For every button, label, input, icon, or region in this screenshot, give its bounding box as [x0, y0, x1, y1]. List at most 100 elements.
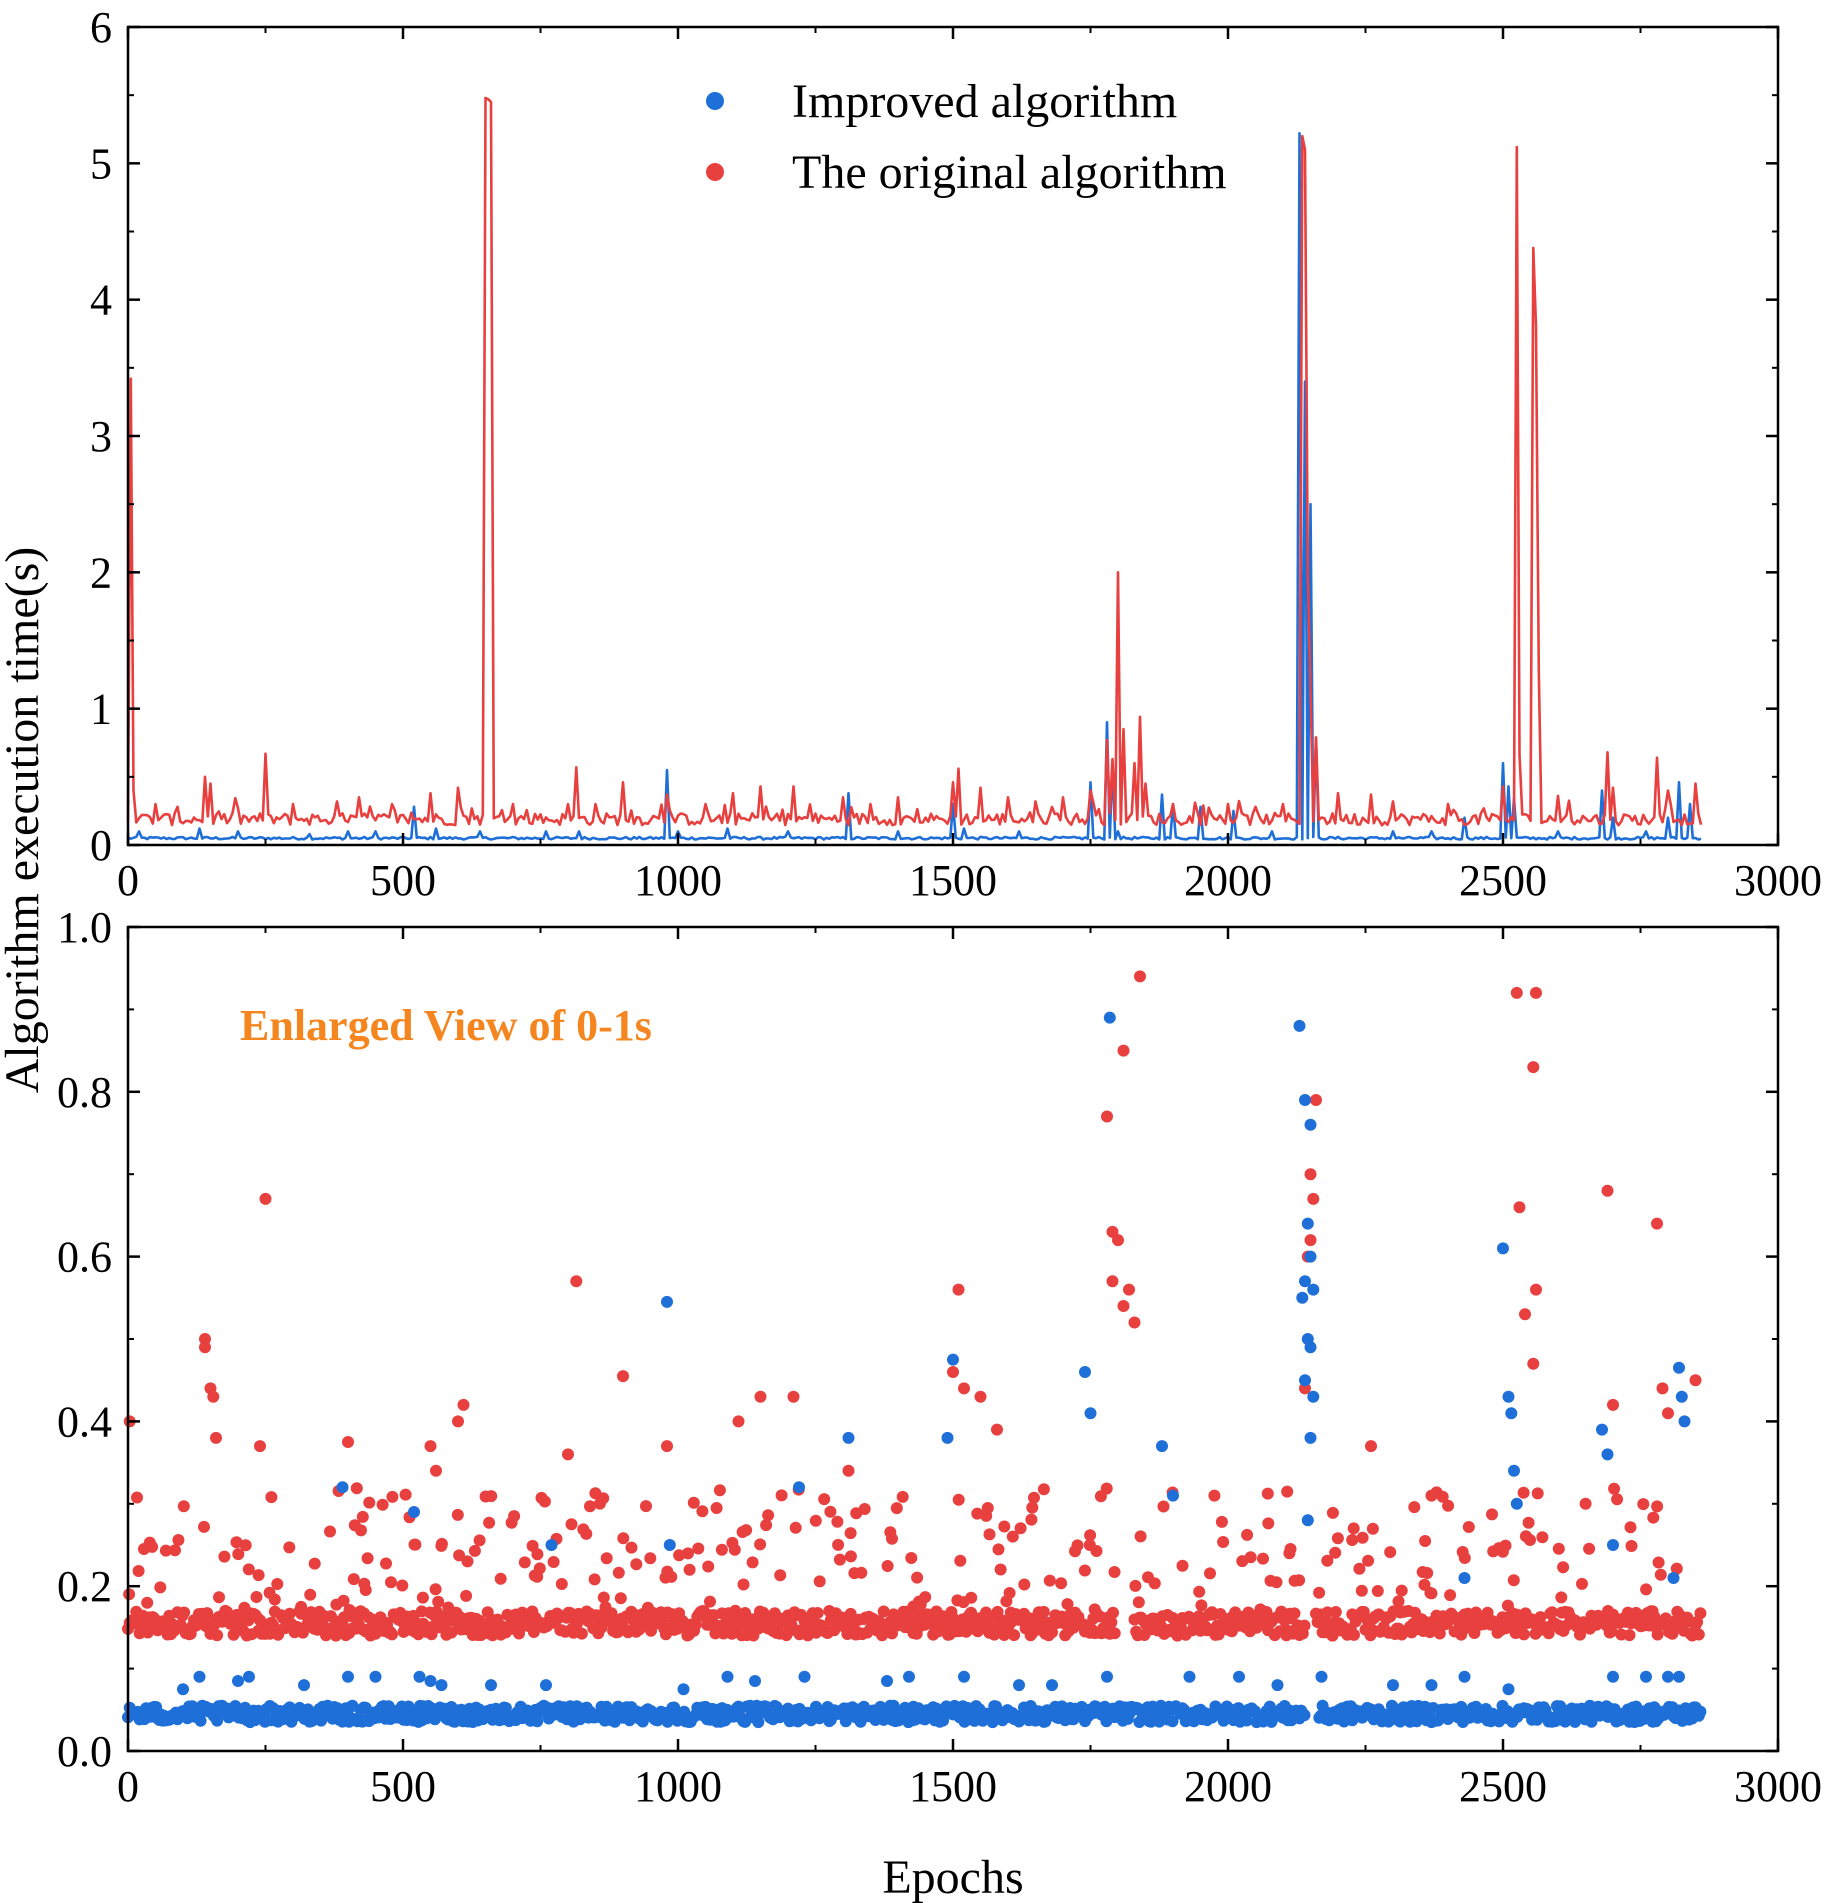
- scatter-point-improved: [336, 1481, 349, 1494]
- scatter-point-original: [746, 1556, 759, 1569]
- scatter-point-original: [451, 1508, 464, 1521]
- scatter-point-original: [363, 1496, 376, 1509]
- scatter-point-original: [1217, 1536, 1230, 1548]
- scatter-point-original: [617, 1370, 629, 1383]
- scatter-point-original: [994, 1563, 1007, 1576]
- scatter-point-original: [132, 1565, 145, 1577]
- scatter-point-improved: [1304, 1341, 1317, 1354]
- scatter-point-original: [1662, 1407, 1674, 1420]
- scatter-point-improved: [1601, 1448, 1614, 1461]
- top-panel: 0 500 1000 1500 2000 2500 3000 0 1 2 3 4 5 6 Improved…: [90, 3, 1822, 905]
- scatter-point-original: [1307, 1192, 1320, 1205]
- scatter-point-original: [1624, 1521, 1637, 1534]
- scatter-point-original: [361, 1552, 374, 1565]
- scatter-point-original: [1313, 1586, 1326, 1599]
- scatter-point-original: [1055, 1577, 1068, 1590]
- scatter-point-improved: [798, 1670, 811, 1683]
- scatter-point-improved: [1678, 1415, 1691, 1428]
- scatter-point-original: [1530, 986, 1542, 999]
- scatter-point-original: [710, 1502, 723, 1514]
- scatter-point-original: [762, 1509, 775, 1522]
- scatter-point-original: [682, 1547, 694, 1560]
- scatter-point-original: [1262, 1517, 1275, 1530]
- scatter-point-original: [283, 1607, 296, 1620]
- scatter-point-original: [518, 1556, 531, 1569]
- scatter-point-original: [213, 1591, 225, 1604]
- scatter-point-improved: [1084, 1407, 1097, 1420]
- scatter-point-original: [1517, 1486, 1530, 1499]
- scatter-point-original: [1546, 1606, 1558, 1619]
- scatter-point-improved: [1425, 1679, 1438, 1692]
- series-line-original: [126, 96, 1703, 827]
- scatter-point-original: [1037, 1605, 1050, 1618]
- scatter-point-improved: [1607, 1670, 1619, 1683]
- scatter-point-original: [737, 1578, 750, 1591]
- scatter-point-original: [813, 1575, 826, 1588]
- scatter-point-original: [952, 1493, 965, 1506]
- scatter-point-improved: [1304, 1431, 1317, 1444]
- enlarged-view-annotation: Enlarged View of 0-1s: [240, 1001, 652, 1050]
- scatter-point-original: [1028, 1491, 1040, 1504]
- scatter-point-original: [644, 1552, 657, 1565]
- scatter-point-original: [1425, 1489, 1438, 1502]
- scatter-point-improved: [499, 1702, 512, 1714]
- scatter-point-original: [1408, 1501, 1421, 1514]
- scatter-point-original: [633, 1623, 646, 1636]
- scatter-point-original: [380, 1557, 392, 1570]
- scatter-point-original: [409, 1538, 422, 1551]
- scatter-point-original: [1486, 1508, 1498, 1521]
- scatter-point-original: [1362, 1554, 1375, 1567]
- scatter-point-original: [1552, 1542, 1565, 1555]
- scatter-point-original: [905, 1552, 918, 1564]
- scatter-point-original: [350, 1482, 363, 1495]
- bottom-x-tick-label: 500: [370, 1762, 436, 1811]
- scatter-point-original: [1134, 970, 1146, 983]
- scatter-point-original: [1018, 1578, 1031, 1591]
- scatter-point-improved: [1293, 1019, 1306, 1032]
- scatter-point-improved: [887, 1699, 900, 1712]
- scatter-point-original: [1425, 1587, 1438, 1600]
- scatter-point-original: [1101, 1110, 1113, 1123]
- bottom-x-tick-label: 0: [117, 1762, 139, 1811]
- scatter-point-original: [832, 1538, 845, 1551]
- scatter-point-improved: [1607, 1539, 1619, 1551]
- scatter-point-original: [1583, 1542, 1596, 1555]
- scatter-point-original: [1531, 1487, 1544, 1500]
- top-y-tick-label: 6: [90, 3, 112, 52]
- bottom-y-tick-label: 0.8: [57, 1068, 112, 1117]
- scatter-point-original: [855, 1566, 868, 1579]
- scatter-point-improved: [369, 1670, 382, 1683]
- scatter-point-original: [259, 1192, 272, 1205]
- bottom-x-tick-label: 1000: [634, 1762, 722, 1811]
- scatter-point-original: [702, 1560, 715, 1573]
- scatter-point-original: [617, 1532, 630, 1545]
- scatter-point-original: [715, 1543, 728, 1556]
- scatter-point-original: [1215, 1515, 1228, 1528]
- scatter-point-original: [1100, 1482, 1113, 1495]
- scatter-point-original: [760, 1519, 773, 1532]
- scatter-point-original: [296, 1626, 309, 1639]
- scatter-point-original: [789, 1521, 802, 1534]
- bottom-y-tick-label: 1.0: [57, 903, 112, 952]
- scatter-point-original: [1346, 1534, 1359, 1546]
- scatter-point-original: [430, 1464, 442, 1477]
- scatter-point-original: [1651, 1628, 1664, 1641]
- scatter-point-original: [1090, 1545, 1103, 1557]
- top-x-tick-label: 2500: [1459, 856, 1547, 905]
- scatter-point-original: [1513, 1201, 1526, 1214]
- scatter-point-improved: [1497, 1242, 1509, 1255]
- legend: Improved algorithm The original algorith…: [706, 75, 1227, 199]
- scatter-point-original: [1651, 1500, 1664, 1513]
- scatter-point-original: [732, 1415, 745, 1428]
- scatter-point-original: [1647, 1511, 1660, 1524]
- x-axis-title: Epochs: [882, 1851, 1023, 1903]
- scatter-point-original: [154, 1581, 167, 1594]
- scatter-point-original: [1284, 1543, 1297, 1555]
- scatter-point-improved: [1502, 1683, 1515, 1696]
- scatter-point-original: [1261, 1487, 1274, 1500]
- bottom-x-tick-label: 3000: [1734, 1762, 1822, 1811]
- scatter-point-original: [1026, 1501, 1039, 1514]
- scatter-point-original: [1458, 1552, 1471, 1564]
- scatter-point-original: [1574, 1628, 1586, 1641]
